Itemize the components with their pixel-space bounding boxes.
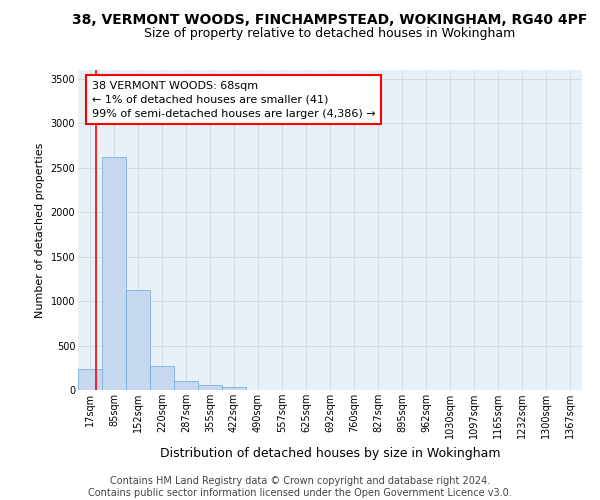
- Bar: [126, 290, 150, 390]
- Text: 38 VERMONT WOODS: 68sqm
← 1% of detached houses are smaller (41)
99% of semi-det: 38 VERMONT WOODS: 68sqm ← 1% of detached…: [92, 80, 376, 118]
- Text: Contains HM Land Registry data © Crown copyright and database right 2024.
Contai: Contains HM Land Registry data © Crown c…: [88, 476, 512, 498]
- Bar: [150, 366, 174, 390]
- X-axis label: Distribution of detached houses by size in Wokingham: Distribution of detached houses by size …: [160, 446, 500, 460]
- Text: Size of property relative to detached houses in Wokingham: Size of property relative to detached ho…: [145, 28, 515, 40]
- Y-axis label: Number of detached properties: Number of detached properties: [35, 142, 45, 318]
- Text: 38, VERMONT WOODS, FINCHAMPSTEAD, WOKINGHAM, RG40 4PF: 38, VERMONT WOODS, FINCHAMPSTEAD, WOKING…: [73, 12, 587, 26]
- Bar: [102, 157, 126, 390]
- Bar: [174, 381, 198, 390]
- Bar: [78, 368, 102, 390]
- Bar: [222, 388, 246, 390]
- Bar: [198, 385, 222, 390]
